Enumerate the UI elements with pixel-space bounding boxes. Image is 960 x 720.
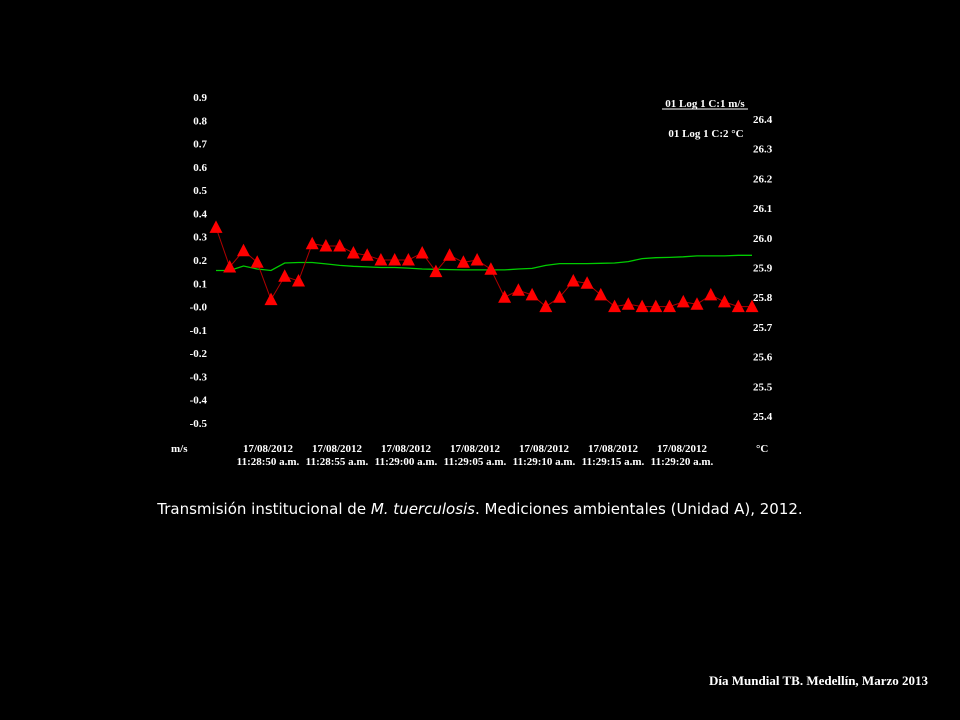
left-tick-label: 0.9 — [193, 92, 207, 104]
right-tick-label: 26.1 — [753, 203, 772, 215]
right-axis-ticks: 26.4 26.3 26.2 26.1 26.0 25.9 25.8 25.7 25.6 25.5… — [753, 114, 773, 423]
left-axis-ticks: 0.9 0.8 0.7 0.6 0.5 0.4 0.3 0.2 0.1 -0.0 -0.1 -0.2 -… — [190, 92, 208, 430]
wind-speed-point — [333, 239, 347, 252]
wind-speed-point — [621, 297, 635, 310]
x-tick-date: 17/08/2012 — [243, 443, 294, 455]
x-tick-time: 11:28:50 a.m. — [237, 456, 300, 468]
caption-prefix: Transmisión institucional de — [157, 500, 371, 518]
x-tick-date: 17/08/2012 — [381, 443, 432, 455]
wind-speed-point — [608, 299, 622, 313]
right-tick-label: 26.3 — [753, 144, 773, 156]
right-tick-label: 25.4 — [753, 411, 773, 423]
caption-suffix: . Mediciones ambientales (Unidad A), 201… — [475, 500, 803, 518]
x-tick-date: 17/08/2012 — [588, 443, 639, 455]
wind-speed-point — [456, 255, 470, 268]
wind-speed-point — [525, 287, 539, 301]
wind-speed-point — [401, 253, 415, 266]
legend-entry-temperature: 01 Log 1 C:2 °C — [668, 128, 743, 140]
wind-speed-point — [539, 299, 553, 313]
wind-speed-point — [718, 294, 731, 308]
wind-speed-point — [346, 246, 360, 259]
legend-entry-wind: 01 Log 1 C:1 m/s — [665, 98, 745, 110]
x-tick-date: 17/08/2012 — [519, 443, 570, 455]
left-tick-label: 0.7 — [193, 139, 207, 151]
left-tick-label: 0.2 — [193, 255, 207, 267]
wind-speed-point — [429, 264, 443, 278]
right-tick-label: 26.4 — [753, 114, 773, 126]
wind-speed-point — [704, 287, 718, 301]
x-tick-date: 17/08/2012 — [312, 443, 363, 455]
wind-speed-point — [635, 299, 649, 313]
left-tick-label: -0.4 — [190, 395, 208, 407]
wind-speed-line — [215, 227, 752, 308]
right-tick-label: 25.9 — [753, 263, 773, 275]
caption-species: M. tuerculosis — [370, 500, 475, 518]
right-tick-label: 25.5 — [753, 381, 773, 393]
right-tick-label: 25.7 — [753, 322, 773, 334]
wind-speed-point — [553, 290, 567, 303]
wind-speed-point — [415, 246, 429, 259]
footer-note: Día Mundial TB. Medellín, Marzo 2013 — [709, 673, 928, 688]
wind-speed-point — [580, 276, 594, 289]
left-tick-label: 0.5 — [193, 185, 207, 197]
left-tick-label: 0.6 — [193, 162, 207, 174]
left-tick-label: -0.0 — [190, 302, 208, 314]
wind-speed-point — [209, 220, 223, 233]
wind-speed-point — [511, 283, 525, 296]
wind-speed-point — [360, 248, 374, 261]
left-tick-label: -0.2 — [190, 348, 208, 360]
wind-speed-point — [731, 299, 745, 313]
wind-speed-point — [264, 292, 278, 306]
x-tick-time: 11:29:20 a.m. — [651, 456, 714, 468]
wind-speed-point — [278, 269, 292, 282]
x-tick-date: 17/08/2012 — [657, 443, 708, 455]
temperature-series — [216, 254, 752, 272]
wind-speed-point — [594, 287, 608, 301]
wind-speed-point — [319, 239, 333, 252]
wind-speed-point — [649, 299, 663, 313]
wind-speed-point — [250, 255, 264, 268]
right-tick-label: 26.2 — [753, 173, 773, 185]
right-axis-unit: °C — [756, 443, 768, 455]
x-tick-date: 17/08/2012 — [450, 443, 501, 455]
wind-speed-point — [292, 274, 305, 287]
left-tick-label: 0.8 — [193, 115, 207, 127]
wind-speed-point — [443, 248, 457, 261]
wind-speed-point — [676, 294, 690, 308]
x-tick-time: 11:28:55 a.m. — [306, 456, 369, 468]
temperature-line — [216, 254, 752, 272]
left-tick-label: -0.5 — [190, 418, 208, 430]
x-tick-time: 11:29:15 a.m. — [582, 456, 645, 468]
wind-speed-point — [566, 274, 580, 287]
wind-speed-point — [470, 253, 484, 266]
x-tick-time: 11:29:05 a.m. — [444, 456, 507, 468]
wind-speed-series — [209, 220, 759, 313]
left-tick-label: 0.4 — [193, 208, 207, 220]
right-tick-label: 25.6 — [753, 352, 773, 364]
wind-speed-point — [498, 290, 512, 303]
wind-speed-point — [388, 253, 402, 266]
right-tick-label: 26.0 — [753, 233, 773, 245]
left-tick-label: 0.1 — [193, 278, 207, 290]
x-tick-time: 11:29:10 a.m. — [513, 456, 576, 468]
left-tick-label: 0.3 — [193, 232, 207, 244]
wind-speed-point — [484, 262, 498, 275]
left-axis-unit: m/s — [171, 443, 188, 455]
wind-speed-point — [305, 236, 319, 250]
legend: 01 Log 1 C:1 m/s 01 Log 1 C:2 °C — [662, 98, 748, 140]
wind-speed-point — [237, 243, 250, 257]
right-tick-label: 25.8 — [753, 292, 773, 304]
wind-speed-point — [690, 297, 704, 310]
wind-speed-point — [223, 260, 237, 273]
left-tick-label: -0.1 — [190, 325, 207, 337]
left-tick-label: -0.3 — [190, 371, 208, 383]
wind-speed-point — [663, 299, 676, 313]
wind-speed-point — [745, 299, 759, 313]
x-tick-time: 11:29:00 a.m. — [375, 456, 438, 468]
wind-speed-point — [374, 253, 388, 266]
caption: Transmisión institucional de M. tuerculo… — [0, 500, 960, 518]
